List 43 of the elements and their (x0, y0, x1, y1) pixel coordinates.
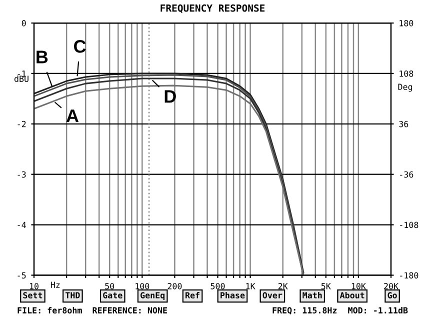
text: Math (302, 292, 322, 298)
text: GenEq (140, 292, 165, 300)
y-tick-label: -1 (18, 70, 26, 77)
annotation: D (164, 90, 176, 103)
y2-tick-label: -36 (400, 171, 414, 178)
x-axis-title: Hz (50, 282, 60, 288)
x-tick-label: 100 (136, 283, 150, 290)
annotation: A (66, 110, 79, 122)
x-tick-label: 50 (105, 283, 114, 290)
annotation: B (36, 50, 48, 64)
y2-tick-label: -108 (400, 222, 418, 228)
x-tick-label: 500 (210, 283, 225, 290)
x-tick-label: 200 (168, 283, 182, 290)
text: Ref (186, 292, 200, 298)
y-tick-label: -3 (18, 171, 26, 178)
text: Sett (23, 292, 42, 298)
text: Gate (103, 292, 122, 298)
x-tick-label: 1K (246, 283, 256, 290)
y2-tick-label: 36 (399, 120, 408, 128)
text: FREQ: 115.8Hz (272, 307, 337, 314)
text: THD (66, 292, 80, 298)
x-tick-label: 5K (321, 283, 331, 290)
annotation: C (74, 40, 86, 53)
y2-axis-title: Deg (398, 84, 412, 92)
y-tick-label: -5 (18, 272, 26, 279)
chart-title: FREQUENCY RESPONSE (160, 4, 265, 13)
y2-tick-label: 180 (400, 20, 414, 26)
text: Go (388, 292, 397, 298)
x-tick-label: 2K (278, 283, 288, 290)
text: About (340, 292, 364, 298)
y2-tick-label: 108 (400, 70, 414, 77)
y-tick-label: -4 (18, 222, 26, 228)
text: MOD: -1.11dB (348, 307, 408, 314)
text: Phase (220, 292, 245, 298)
x-tick-label: 20K (384, 283, 398, 290)
text: Over (262, 292, 282, 298)
y-tick-label: -2 (18, 120, 26, 128)
x-tick-label: 10K (352, 283, 366, 290)
y2-tick-label: -180 (400, 272, 418, 279)
y-tick-label: 0 (22, 20, 26, 26)
x-tick-label: 10 (30, 283, 38, 290)
y-axis-title: dBU (14, 75, 28, 82)
text: FILE: fer8ohm REFERENCE: NONE (18, 307, 167, 314)
